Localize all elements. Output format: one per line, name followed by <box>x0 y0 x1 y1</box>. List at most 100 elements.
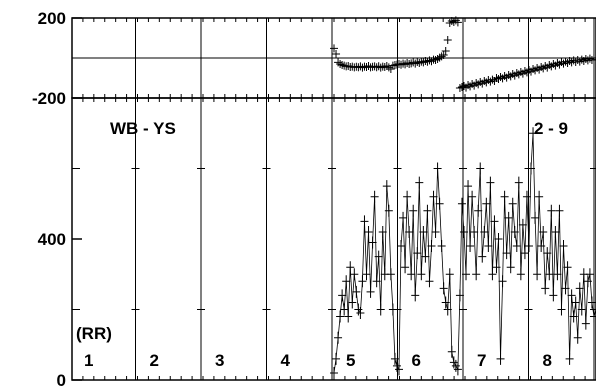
bottom-series-point <box>372 275 381 288</box>
column-label-2: 2 <box>150 351 159 370</box>
bottom-series-point <box>443 303 452 316</box>
bottom-series-point <box>498 275 507 288</box>
top-scatter-point <box>411 59 420 68</box>
bottom-series-point <box>494 233 503 245</box>
bottom-series-point <box>520 247 529 260</box>
bottom-series-point <box>336 310 345 323</box>
bottom-series-point <box>384 204 393 217</box>
bottom-series-point <box>423 204 432 217</box>
bottom-series-point <box>427 240 436 253</box>
bottom-series-point <box>346 261 355 274</box>
bottom-series-point <box>543 247 552 260</box>
bottom-series-point <box>435 197 444 210</box>
bottom-series-point <box>401 261 410 274</box>
top-scatter-point <box>336 60 345 68</box>
axis-note: (RR) <box>76 324 112 343</box>
bottom-series-point <box>551 225 560 238</box>
bottom-series-point <box>541 282 550 295</box>
top-scatter-point <box>388 61 397 70</box>
bottom-series-point <box>445 268 454 281</box>
bottom-series-point <box>366 285 375 298</box>
column-label-4: 4 <box>281 351 291 370</box>
bottom-series-point <box>415 176 424 189</box>
top-scatter-point <box>537 63 546 71</box>
bottom-series-point <box>370 190 379 203</box>
bottom-series-point <box>468 190 477 203</box>
top-scatter-point <box>579 57 588 65</box>
column-label-1: 1 <box>84 351 93 370</box>
bottom-series-point <box>508 197 517 210</box>
bottom-series-point <box>496 352 505 365</box>
top-scatter-point <box>589 54 596 62</box>
bottom-series-point <box>378 225 387 238</box>
top-scatter-point <box>472 79 481 87</box>
bottom-series-point <box>376 303 385 316</box>
bottom-series-point <box>364 225 373 238</box>
bottom-series-point <box>549 289 558 302</box>
top-scatter-point <box>529 65 538 73</box>
bottom-series-point <box>490 215 499 228</box>
bottom-series-point <box>492 261 501 274</box>
bottom-series-point <box>500 190 509 203</box>
bottom-series-point <box>482 197 491 210</box>
bottom-series-point <box>425 275 434 288</box>
bottom-series-point <box>510 225 519 238</box>
bottom-series-point <box>476 162 485 175</box>
bottom-series-point <box>502 247 511 260</box>
top-scatter-point <box>330 44 338 53</box>
bottom-series-point <box>555 204 564 217</box>
top-scatter-point <box>439 51 448 59</box>
bottom-series-point <box>350 268 359 281</box>
bottom-series-point <box>545 268 554 281</box>
bottom-series-point <box>559 240 568 253</box>
chart-labels: 200 -200 400 0 WB - YS 2 - 9 (RR) 1 2 3 4 5 6 7 8 <box>32 9 568 389</box>
top-scatter-point <box>494 75 503 83</box>
top-scatter-point <box>451 16 460 25</box>
top-scatter-point <box>577 55 586 64</box>
bottom-series-point <box>382 180 391 193</box>
column-label-7: 7 <box>477 351 486 370</box>
top-scatter-point <box>549 60 558 68</box>
top-scatter-point <box>553 59 562 67</box>
top-scatter-point <box>464 81 473 89</box>
bottom-series-point <box>516 268 525 281</box>
bottom-series-point <box>417 268 426 281</box>
column-label-5: 5 <box>346 351 355 370</box>
top-scatter-point <box>585 54 594 63</box>
top-scatter-point <box>504 71 513 79</box>
bottom-series-point <box>533 268 542 281</box>
bottom-series-point <box>421 250 430 263</box>
bottom-series-point <box>522 190 531 203</box>
top-scatter-point <box>520 67 529 75</box>
bottom-series-point <box>429 190 438 203</box>
bottom-series-point <box>480 225 489 238</box>
bottom-series-point <box>374 250 383 263</box>
bottom-series-point <box>518 218 527 231</box>
bottom-series-point <box>567 289 576 302</box>
top-scatter-point <box>488 75 497 84</box>
bottom-series-point <box>451 359 460 372</box>
bottom-series-point <box>569 310 578 323</box>
top-scatter-point <box>563 59 572 67</box>
top-scatter-point <box>512 69 521 77</box>
bottom-series-point <box>592 303 596 316</box>
top-scatter-point <box>338 61 347 69</box>
top-scatter-point <box>447 17 456 25</box>
top-scatter-point <box>423 57 432 66</box>
bottom-series-point <box>486 176 495 189</box>
top-scatter-point <box>386 65 395 73</box>
bottom-series-point <box>537 240 546 253</box>
top-scatter-point <box>592 55 596 64</box>
bottom-series-point <box>470 225 479 238</box>
top-scatter-point <box>565 57 574 65</box>
top-scatter-point <box>453 18 462 27</box>
top-scatter-point <box>384 63 393 72</box>
top-scatter-point <box>561 57 570 66</box>
top-scatter-point <box>376 63 385 72</box>
top-scatter-point <box>480 77 489 85</box>
bottom-series-point <box>577 303 586 316</box>
bottom-series-point <box>433 162 442 175</box>
bottom-series-point <box>563 261 572 274</box>
top-scatter-point <box>559 59 568 68</box>
top-scatter-point <box>441 47 450 55</box>
